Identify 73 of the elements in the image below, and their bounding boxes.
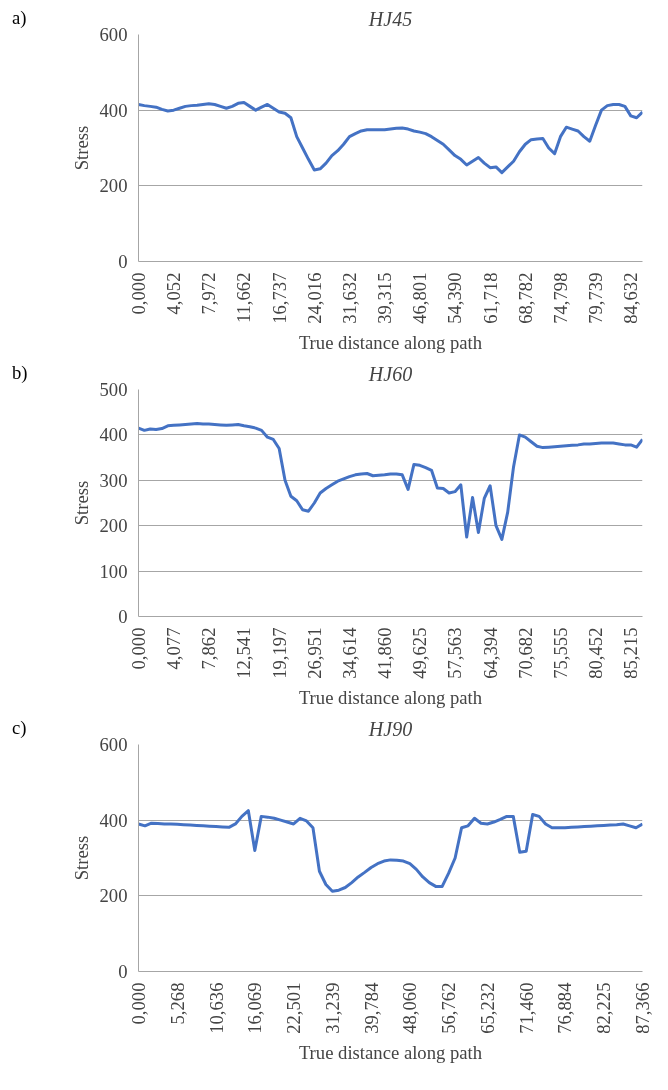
- x-tick-label: 74,798: [549, 272, 571, 324]
- x-tick-label: 79,739: [585, 272, 607, 324]
- x-tick-label: 22,501: [283, 982, 305, 1034]
- x-tick-label: 16,069: [244, 982, 266, 1034]
- x-tick-label: 4,052: [163, 272, 185, 315]
- x-tick-label: 34,614: [338, 626, 360, 679]
- y-tick-label: 300: [99, 469, 128, 491]
- y-tick-label: 400: [99, 424, 128, 446]
- x-tick-label: 85,215: [620, 627, 642, 679]
- x-tick-label: 80,452: [585, 627, 607, 679]
- y-tick-label: 500: [99, 379, 128, 400]
- y-tick-label: 200: [99, 885, 128, 907]
- x-tick-label: 75,555: [549, 627, 571, 679]
- line-series: [138, 809, 643, 893]
- x-tick-label: 24,016: [303, 272, 325, 324]
- x-tick-label: 54,390: [444, 272, 466, 324]
- y-tick-label: 0: [118, 961, 128, 982]
- x-tick-label: 71,460: [515, 982, 537, 1034]
- x-axis-title: True distance along path: [298, 686, 483, 708]
- x-tick-label: 4,077: [163, 627, 185, 670]
- x-axis-title: True distance along path: [298, 331, 483, 353]
- text: b): [12, 361, 28, 385]
- x-tick-label: 61,718: [479, 272, 501, 324]
- y-tick-label: 400: [99, 809, 128, 831]
- y-tick-label: 0: [118, 251, 128, 272]
- y-tick-label: 600: [99, 24, 128, 45]
- y-axis-title: Stress: [70, 480, 92, 526]
- x-tick-label: 48,060: [399, 982, 421, 1034]
- x-tick-label: 57,563: [444, 627, 466, 679]
- x-tick-label: 82,225: [593, 982, 615, 1034]
- line-series: [138, 422, 643, 541]
- x-tick-label: 56,762: [438, 982, 460, 1034]
- x-tick-label: 76,884: [554, 981, 576, 1034]
- x-tick-label: 11,662: [233, 272, 255, 324]
- x-tick-label: 46,801: [409, 272, 431, 324]
- x-tick-label: 41,860: [374, 627, 396, 679]
- x-tick-label: 0,000: [128, 627, 149, 670]
- x-tick-label: 87,366: [632, 982, 653, 1034]
- y-tick-label: 400: [99, 99, 128, 121]
- x-tick-label: 19,197: [268, 627, 290, 679]
- y-tick-label: 200: [99, 175, 128, 197]
- x-tick-label: 65,232: [476, 982, 498, 1034]
- y-tick-label: 0: [118, 606, 128, 627]
- x-tick-label: 39,784: [360, 981, 382, 1034]
- x-tick-label: 68,782: [514, 272, 536, 324]
- x-tick-label: 10,636: [205, 982, 227, 1034]
- y-axis-title: Stress: [70, 125, 92, 171]
- x-tick-label: 5,268: [166, 982, 188, 1025]
- line-series: [138, 101, 643, 175]
- y-tick-label: 200: [99, 515, 128, 537]
- x-tick-label: 84,632: [620, 272, 642, 324]
- x-tick-label: 7,972: [198, 272, 220, 315]
- y-tick-label: 600: [99, 734, 128, 755]
- y-tick-label: 100: [99, 560, 128, 582]
- x-tick-label: 12,541: [233, 627, 255, 679]
- x-tick-label: 64,394: [479, 626, 501, 679]
- x-tick-label: 39,315: [374, 272, 396, 324]
- chart-title: HJ45: [367, 7, 413, 30]
- y-axis-title: Stress: [70, 835, 92, 881]
- chart-title: HJ90: [367, 717, 413, 740]
- x-tick-label: 0,000: [128, 272, 149, 315]
- x-tick-label: 31,632: [338, 272, 360, 324]
- x-tick-label: 31,239: [321, 982, 343, 1034]
- x-axis-title: True distance along path: [298, 1041, 483, 1063]
- text: c): [12, 716, 27, 740]
- x-tick-label: 70,682: [514, 627, 536, 679]
- x-tick-label: 16,737: [268, 272, 290, 324]
- text: a): [12, 6, 27, 30]
- x-tick-label: 26,951: [303, 627, 325, 679]
- x-tick-label: 49,625: [409, 627, 431, 679]
- x-tick-label: 7,862: [198, 627, 220, 670]
- chart-title: HJ60: [367, 362, 413, 385]
- x-tick-label: 0,000: [128, 982, 149, 1025]
